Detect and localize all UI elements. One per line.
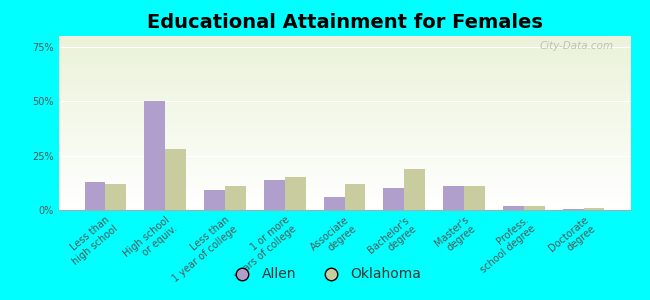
Bar xyxy=(58,126,630,129)
Bar xyxy=(58,111,630,114)
Bar xyxy=(58,76,630,80)
Bar xyxy=(58,82,630,85)
Bar xyxy=(58,198,630,201)
Bar xyxy=(58,71,630,74)
Bar xyxy=(58,53,630,56)
Bar xyxy=(58,42,630,45)
Bar xyxy=(58,56,630,59)
Title: Educational Attainment for Females: Educational Attainment for Females xyxy=(146,13,543,32)
Bar xyxy=(563,209,584,210)
Text: City-Data.com: City-Data.com xyxy=(540,41,614,51)
Bar xyxy=(404,169,425,210)
Bar xyxy=(58,45,630,48)
Bar xyxy=(58,109,630,111)
Legend: Allen, Oklahoma: Allen, Oklahoma xyxy=(223,262,427,287)
Bar xyxy=(58,181,630,184)
Bar xyxy=(58,106,630,109)
Bar xyxy=(58,193,630,196)
Bar xyxy=(204,190,225,210)
Bar xyxy=(58,48,630,50)
Bar xyxy=(58,187,630,190)
Bar xyxy=(285,177,306,210)
Bar xyxy=(58,80,630,82)
Bar xyxy=(58,36,630,39)
Bar xyxy=(58,184,630,187)
Bar xyxy=(165,149,186,210)
Bar xyxy=(144,101,165,210)
Bar xyxy=(503,206,524,210)
Bar xyxy=(58,129,630,132)
Bar xyxy=(58,207,630,210)
Bar xyxy=(58,68,630,71)
Bar xyxy=(58,167,630,170)
Bar xyxy=(264,179,285,210)
Bar xyxy=(58,39,630,42)
Bar xyxy=(58,201,630,204)
Bar xyxy=(58,120,630,123)
Bar xyxy=(443,186,464,210)
Bar xyxy=(58,155,630,158)
Bar xyxy=(225,186,246,210)
Bar xyxy=(58,178,630,181)
Bar xyxy=(58,172,630,175)
Bar xyxy=(58,65,630,68)
Bar xyxy=(58,135,630,137)
Bar xyxy=(58,164,630,166)
Bar xyxy=(58,114,630,117)
Bar xyxy=(58,100,630,103)
Bar xyxy=(58,146,630,149)
Bar xyxy=(58,62,630,65)
Bar xyxy=(58,137,630,140)
Bar xyxy=(384,188,404,210)
Bar xyxy=(58,175,630,178)
Bar xyxy=(584,208,605,210)
Bar xyxy=(58,59,630,62)
Bar xyxy=(58,85,630,88)
Bar xyxy=(58,140,630,143)
Bar xyxy=(58,143,630,146)
Bar xyxy=(524,206,545,210)
Bar xyxy=(105,184,126,210)
Bar xyxy=(58,117,630,120)
Bar xyxy=(58,123,630,126)
Bar xyxy=(58,132,630,135)
Bar xyxy=(58,50,630,53)
Bar xyxy=(58,169,630,172)
Bar xyxy=(58,161,630,164)
Bar xyxy=(58,158,630,161)
Bar xyxy=(58,103,630,106)
Bar xyxy=(344,184,365,210)
Bar xyxy=(84,182,105,210)
Bar xyxy=(58,149,630,152)
Bar xyxy=(58,97,630,100)
Bar xyxy=(58,204,630,207)
Bar xyxy=(58,88,630,91)
Bar xyxy=(324,197,344,210)
Bar xyxy=(464,186,485,210)
Bar xyxy=(58,91,630,94)
Bar xyxy=(58,152,630,155)
Bar xyxy=(58,196,630,198)
Bar xyxy=(58,94,630,97)
Bar xyxy=(58,74,630,76)
Bar xyxy=(58,190,630,193)
